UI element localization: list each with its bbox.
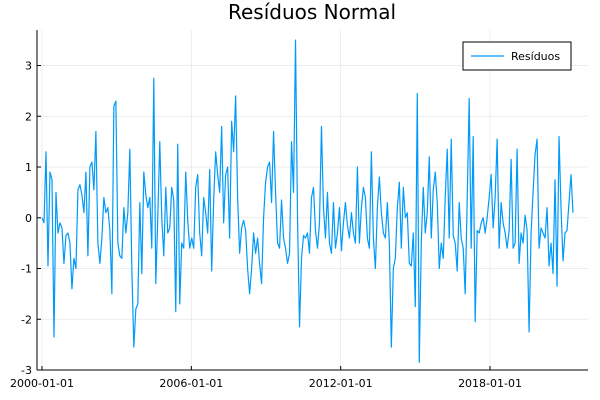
y-tick-label: -1 — [21, 263, 32, 276]
x-tick-label: 2012-01-01 — [309, 377, 373, 390]
x-tick-label: 2006-01-01 — [159, 377, 223, 390]
y-tick-label: 1 — [25, 161, 32, 174]
grid — [37, 30, 588, 371]
x-tick-label: 2000-01-01 — [10, 377, 74, 390]
series-line-residuos — [41, 39, 574, 363]
y-tick-label: -3 — [21, 364, 32, 377]
x-tick-label: 2018-01-01 — [458, 377, 522, 390]
axes — [36, 30, 588, 371]
y-tick-label: 3 — [25, 60, 32, 73]
legend-label: Resíduos — [511, 50, 560, 63]
legend: Resíduos — [462, 41, 572, 71]
y-tick-label: 2 — [25, 110, 32, 123]
series-layer — [41, 39, 574, 363]
chart-title: Resíduos Normal — [228, 0, 396, 24]
tick-labels: -3 -2 -1 0 1 2 3 2000-01-01 2006-01-01 2012-01-01… — [10, 60, 522, 390]
y-tick-label: 0 — [25, 212, 32, 225]
y-tick-label: -2 — [21, 313, 32, 326]
